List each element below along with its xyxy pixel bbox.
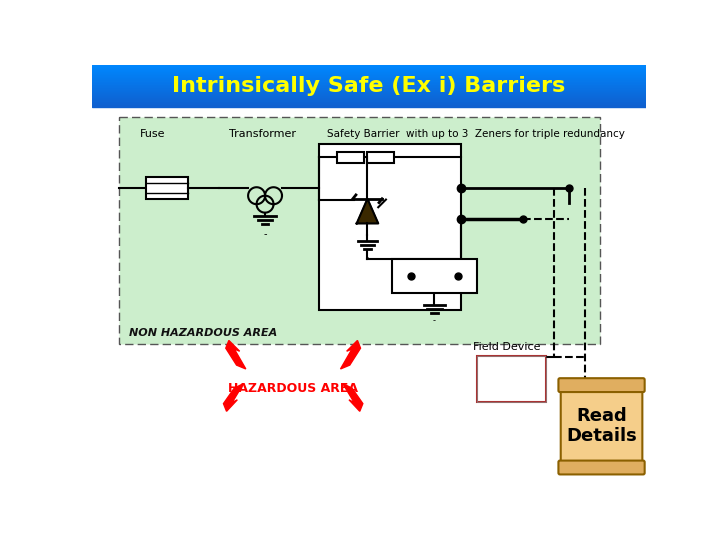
Text: -: - xyxy=(433,316,436,326)
Bar xyxy=(92,90,647,91)
Text: -: - xyxy=(366,253,369,262)
Bar xyxy=(92,65,647,66)
Bar xyxy=(92,66,647,67)
Bar xyxy=(119,117,600,345)
Text: Transformer: Transformer xyxy=(229,130,296,139)
Bar xyxy=(145,177,188,199)
Bar xyxy=(337,152,364,164)
Bar xyxy=(92,106,647,107)
Text: Safety Barrier  with up to 3  Zeners for triple redundancy: Safety Barrier with up to 3 Zeners for t… xyxy=(327,130,624,139)
Bar xyxy=(92,78,647,79)
Bar xyxy=(92,83,647,84)
Bar xyxy=(92,79,647,80)
Bar xyxy=(92,67,647,68)
Text: HAZARDOUS AREA: HAZARDOUS AREA xyxy=(228,382,358,395)
Bar xyxy=(92,91,647,92)
Bar xyxy=(92,102,647,103)
Bar xyxy=(92,97,647,98)
Bar xyxy=(477,356,546,402)
Bar xyxy=(92,73,647,74)
Bar xyxy=(319,144,462,309)
Bar xyxy=(92,103,647,104)
Bar xyxy=(92,99,647,100)
FancyBboxPatch shape xyxy=(559,378,644,392)
Text: Read
Details: Read Details xyxy=(566,407,637,446)
Bar xyxy=(92,96,647,97)
Bar xyxy=(92,70,647,71)
Polygon shape xyxy=(223,383,243,411)
Bar xyxy=(92,76,647,77)
Bar xyxy=(92,105,647,106)
Bar xyxy=(92,92,647,93)
Bar xyxy=(92,74,647,75)
Bar xyxy=(92,95,647,96)
Bar xyxy=(92,100,647,101)
Bar xyxy=(92,88,647,89)
Bar xyxy=(92,84,647,85)
Text: Fuse: Fuse xyxy=(140,130,165,139)
Text: NON HAZARDOUS AREA: NON HAZARDOUS AREA xyxy=(129,328,277,338)
Bar xyxy=(92,80,647,81)
Bar xyxy=(92,98,647,99)
FancyBboxPatch shape xyxy=(561,382,642,470)
Bar xyxy=(92,81,647,82)
Bar xyxy=(367,152,395,164)
Bar xyxy=(92,75,647,76)
Polygon shape xyxy=(341,340,361,369)
Text: -: - xyxy=(264,229,267,239)
Bar xyxy=(92,101,647,102)
Text: Intrinsically Safe (Ex i) Barriers: Intrinsically Safe (Ex i) Barriers xyxy=(172,76,566,96)
Bar xyxy=(92,72,647,73)
Bar xyxy=(92,93,647,94)
Bar xyxy=(92,87,647,88)
Bar xyxy=(92,68,647,69)
Polygon shape xyxy=(343,383,363,411)
Bar xyxy=(477,356,546,402)
Bar xyxy=(92,82,647,83)
FancyBboxPatch shape xyxy=(559,461,644,475)
Text: Field Device: Field Device xyxy=(473,342,541,352)
Bar xyxy=(92,89,647,90)
Bar xyxy=(92,69,647,70)
Bar xyxy=(92,94,647,95)
Bar xyxy=(92,104,647,105)
Bar xyxy=(392,259,477,294)
Bar xyxy=(92,71,647,72)
Bar xyxy=(92,85,647,86)
Bar xyxy=(92,77,647,78)
Polygon shape xyxy=(356,199,378,224)
Bar xyxy=(92,86,647,87)
Polygon shape xyxy=(226,340,246,369)
